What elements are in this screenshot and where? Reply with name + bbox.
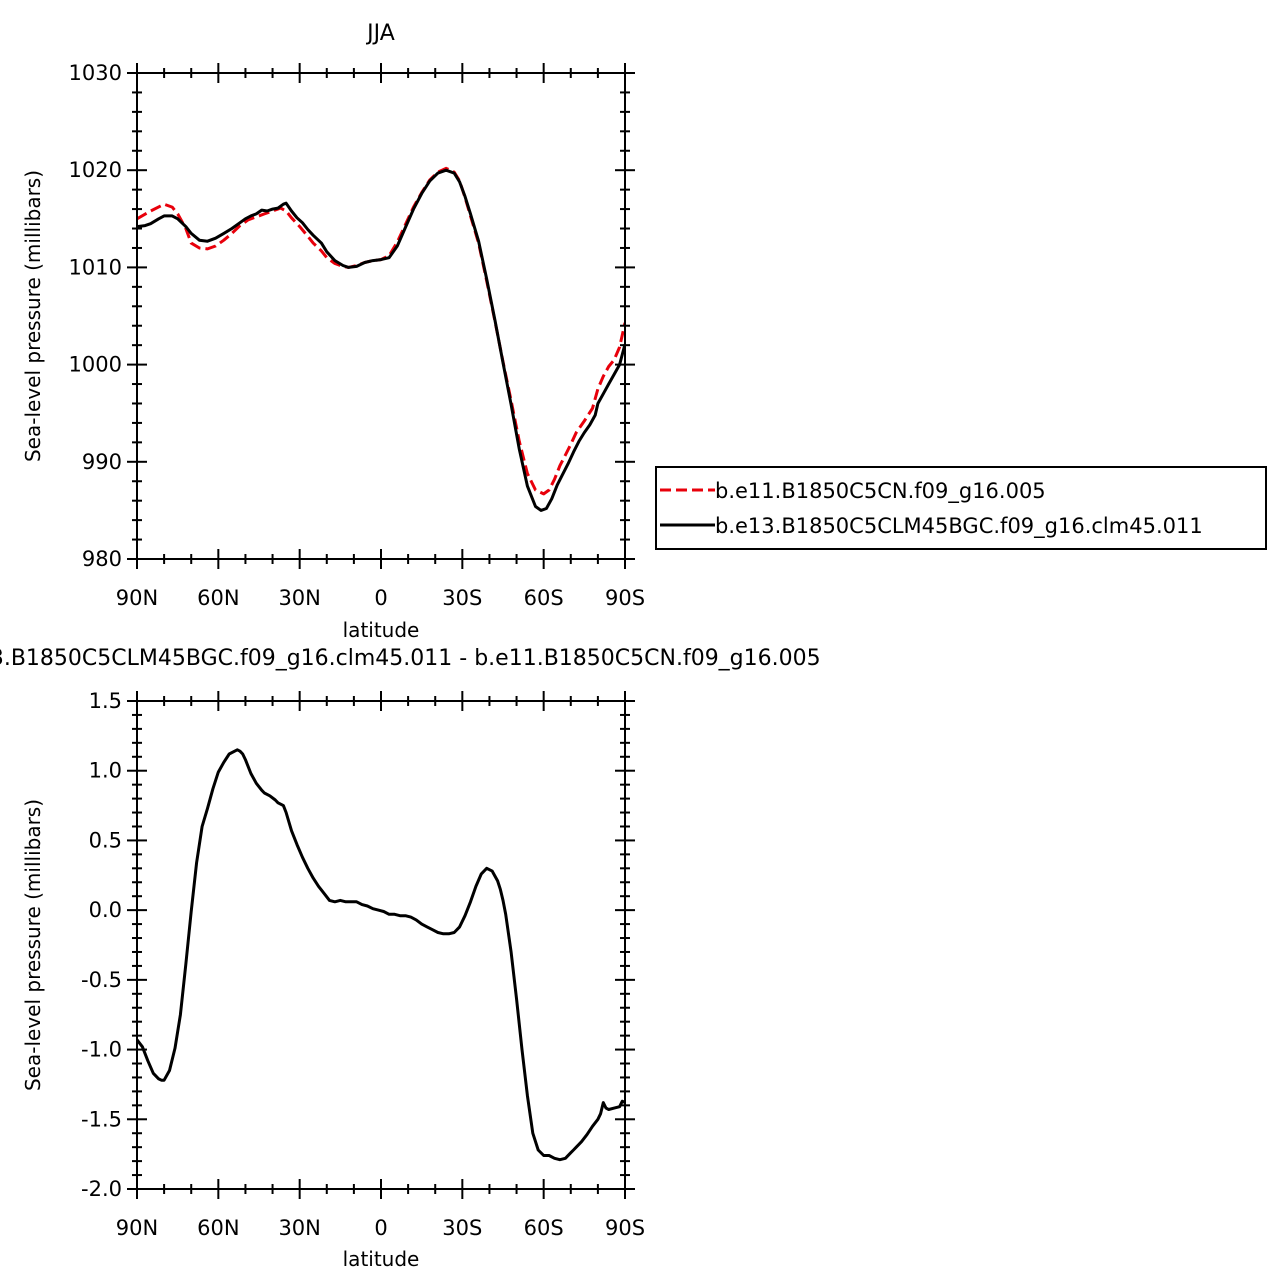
x-tick-label: 90S [605, 586, 645, 610]
chart-title: JJA [365, 21, 395, 46]
y-axis-label: Sea-level pressure (millibars) [21, 799, 45, 1091]
legend-box [655, 466, 1267, 550]
y-tick-label: 990 [82, 450, 122, 474]
x-tick-label: 30S [442, 586, 482, 610]
y-axis-label: Sea-level pressure (millibars) [21, 170, 45, 462]
x-tick-label: 30S [442, 1216, 482, 1240]
chart-panel-2: b.e13.B1850C5CLM45BGC.f09_g16.clm45.011 … [0, 646, 821, 1271]
chart-title: b.e13.B1850C5CLM45BGC.f09_g16.clm45.011 … [0, 646, 821, 671]
series-line-2 [137, 168, 625, 512]
y-tick-label: 0.5 [89, 828, 122, 852]
x-tick-label: 0 [374, 1216, 387, 1240]
y-tick-label: 1020 [69, 158, 122, 182]
x-tick-label: 30N [278, 586, 320, 610]
x-tick-label: 60S [524, 1216, 564, 1240]
y-tick-label: -0.5 [81, 968, 122, 992]
chart-panel-1: JJA 90N 60N 30N 0 30S 60S 90S 1030 1020 1010 1000 99… [21, 21, 1267, 642]
x-tick-label: 60N [197, 1216, 239, 1240]
x-tick-label: 90S [605, 1216, 645, 1240]
series-line-1 [137, 748, 625, 1162]
y-tick-label: -1.5 [81, 1107, 122, 1131]
y-tick-label: 1010 [69, 255, 122, 279]
x-axis-label: latitude [343, 618, 420, 642]
y-tick-label: 1030 [69, 61, 122, 85]
x-tick-label: 30N [278, 1216, 320, 1240]
y-tick-label: 1.5 [89, 689, 122, 713]
legend-label: b.e11.B1850C5CN.f09_g16.005 [715, 479, 1046, 504]
series-line-1 [137, 166, 625, 496]
y-tick-label: 980 [82, 547, 122, 571]
plot-frame [136, 700, 626, 1190]
y-tick-label: 1000 [69, 353, 122, 377]
plot-frame [136, 72, 626, 560]
x-tick-label: 90N [116, 1216, 158, 1240]
x-tick-label: 60N [197, 586, 239, 610]
y-tick-label: 0.0 [89, 898, 122, 922]
x-tick-label: 90N [116, 586, 158, 610]
legend-label: b.e13.B1850C5CLM45BGC.f09_g16.clm45.011 [715, 514, 1203, 539]
legend: b.e11.B1850C5CN.f09_g16.005 b.e13.B1850C5… [655, 466, 1267, 550]
x-tick-label: 60S [524, 586, 564, 610]
y-tick-label: -1.0 [81, 1038, 122, 1062]
x-axis-label: latitude [343, 1247, 420, 1271]
y-tick-label: -2.0 [81, 1177, 122, 1201]
x-tick-label: 0 [374, 586, 387, 610]
y-tick-label: 1.0 [89, 759, 122, 783]
